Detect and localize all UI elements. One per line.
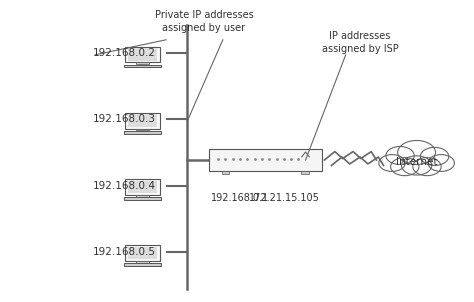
Circle shape bbox=[413, 158, 441, 176]
FancyBboxPatch shape bbox=[128, 114, 157, 127]
Circle shape bbox=[420, 147, 449, 165]
Text: 192.168.0.5: 192.168.0.5 bbox=[93, 247, 156, 257]
Circle shape bbox=[398, 140, 436, 165]
Text: 192.168.0.3: 192.168.0.3 bbox=[93, 114, 156, 124]
Circle shape bbox=[379, 155, 405, 172]
FancyBboxPatch shape bbox=[222, 171, 229, 174]
FancyBboxPatch shape bbox=[125, 245, 160, 261]
Text: 192.168.0.1: 192.168.0.1 bbox=[211, 193, 269, 203]
FancyBboxPatch shape bbox=[124, 131, 161, 133]
Text: 172.21.15.105: 172.21.15.105 bbox=[249, 193, 319, 203]
FancyBboxPatch shape bbox=[137, 261, 149, 263]
FancyBboxPatch shape bbox=[125, 179, 160, 195]
FancyBboxPatch shape bbox=[125, 47, 160, 63]
FancyBboxPatch shape bbox=[124, 197, 161, 200]
Circle shape bbox=[401, 156, 432, 175]
FancyBboxPatch shape bbox=[301, 171, 309, 174]
FancyBboxPatch shape bbox=[128, 247, 157, 259]
Text: Private IP addresses
assigned by user: Private IP addresses assigned by user bbox=[155, 10, 253, 33]
Text: IP addresses
assigned by ISP: IP addresses assigned by ISP bbox=[321, 31, 398, 54]
FancyBboxPatch shape bbox=[209, 149, 322, 171]
FancyBboxPatch shape bbox=[128, 48, 157, 61]
FancyBboxPatch shape bbox=[128, 181, 157, 193]
Circle shape bbox=[391, 158, 419, 176]
FancyBboxPatch shape bbox=[137, 129, 149, 130]
Circle shape bbox=[386, 146, 414, 165]
FancyBboxPatch shape bbox=[124, 263, 161, 266]
FancyBboxPatch shape bbox=[125, 113, 160, 129]
Text: 192.168.0.2: 192.168.0.2 bbox=[93, 48, 156, 58]
FancyBboxPatch shape bbox=[124, 65, 161, 67]
Text: Internet: Internet bbox=[396, 156, 438, 166]
FancyBboxPatch shape bbox=[137, 195, 149, 197]
FancyBboxPatch shape bbox=[137, 63, 149, 64]
Circle shape bbox=[428, 155, 455, 172]
Text: 192.168.0.4: 192.168.0.4 bbox=[93, 181, 156, 191]
